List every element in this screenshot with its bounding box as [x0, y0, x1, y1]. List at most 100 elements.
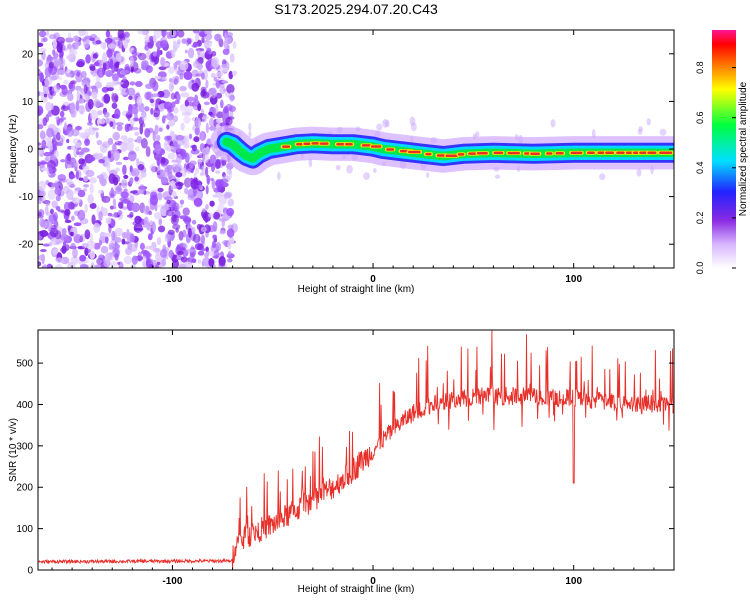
noise-blob [131, 49, 138, 57]
noise-blob [49, 208, 54, 214]
noise-blob [161, 258, 167, 267]
noise-blob [225, 32, 234, 37]
faint-blob [550, 119, 556, 128]
noise-blob [69, 102, 76, 112]
noise-blob [226, 228, 235, 238]
noise-blob [171, 190, 177, 198]
noise-blob [53, 149, 60, 158]
noise-blob [200, 248, 206, 252]
noise-blob [229, 94, 236, 101]
noise-blob [177, 250, 184, 255]
noise-blob [90, 262, 95, 268]
noise-blob [211, 56, 220, 68]
noise-blob [228, 116, 235, 120]
noise-blob [179, 60, 189, 71]
noise-blob [82, 188, 87, 192]
noise-blob [134, 176, 139, 182]
snr-ytick-label: 500 [16, 359, 33, 370]
noise-blob [160, 208, 167, 217]
noise-blob [39, 249, 47, 253]
noise-blob [220, 99, 224, 109]
noise-blob [187, 38, 192, 45]
noise-blob [48, 163, 55, 175]
noise-blob [87, 83, 91, 92]
faint-blob [363, 172, 370, 180]
noise-blob [150, 194, 159, 206]
noise-blob [77, 209, 86, 221]
snr-xtick-label: -100 [162, 576, 182, 587]
colorbar-tick-label: 0.6 [695, 111, 705, 124]
noise-blob [195, 33, 199, 42]
faint-blob [248, 122, 252, 132]
noise-blob [93, 242, 101, 250]
noise-blob [112, 73, 119, 82]
noise-blob [112, 37, 120, 41]
noise-blob [92, 40, 96, 45]
noise-blob [215, 111, 224, 119]
noise-blob [87, 193, 94, 204]
noise-blob [175, 171, 183, 178]
noise-blob [84, 30, 89, 37]
noise-blob [210, 72, 216, 78]
noise-blob [38, 180, 47, 192]
noise-blob [45, 201, 51, 207]
noise-blob [63, 201, 71, 212]
noise-blob [75, 142, 81, 149]
noise-blob [68, 82, 74, 90]
noise-blob [144, 91, 152, 101]
noise-blob [98, 211, 103, 222]
snr-axes: -100 0 100 0 100 200 300 400 500 [16, 330, 675, 587]
noise-blob [43, 151, 53, 157]
noise-blob [215, 71, 224, 78]
noise-blob [210, 162, 216, 173]
noise-blob [184, 261, 194, 268]
noise-blob [200, 130, 204, 142]
noise-blob [61, 104, 66, 110]
noise-blob [117, 39, 123, 49]
noise-blob [56, 131, 61, 141]
noise-blob [197, 103, 202, 112]
noise-blob [205, 122, 209, 134]
noise-blob [149, 35, 154, 42]
noise-blob [227, 198, 235, 207]
noise-blob [116, 184, 122, 192]
noise-blob [203, 252, 209, 258]
noise-blob [183, 142, 190, 149]
noise-blob [44, 156, 51, 162]
noise-blob [44, 205, 49, 216]
noise-blob [157, 164, 161, 174]
noise-blob [158, 66, 167, 71]
noise-blob [118, 201, 124, 209]
noise-blob [103, 232, 112, 238]
noise-blob [150, 107, 154, 115]
noise-blob [166, 124, 170, 130]
noise-blob [172, 40, 177, 46]
noise-blob [166, 199, 171, 205]
noise-blob [196, 63, 203, 71]
noise-blob [181, 167, 187, 178]
noise-blob [209, 154, 217, 165]
noise-blob [205, 166, 209, 178]
noise-blob [187, 47, 195, 59]
noise-blob [176, 144, 181, 153]
noise-blob [222, 48, 230, 56]
noise-blob [154, 124, 159, 136]
noise-blob [182, 229, 187, 238]
noise-blob [38, 59, 44, 67]
noise-blob [48, 61, 54, 69]
noise-blob [171, 48, 176, 59]
noise-blob [128, 243, 138, 253]
colorbar-tick-label: 0.4 [695, 162, 705, 175]
noise-blob [83, 175, 89, 182]
noise-blob [111, 92, 119, 103]
noise-blob [208, 126, 217, 131]
noise-blob [104, 70, 114, 77]
noise-blob [52, 248, 59, 255]
noise-blob [93, 152, 100, 159]
noise-blob [112, 150, 120, 161]
noise-blob [83, 39, 90, 49]
noise-blob [200, 226, 207, 232]
noise-blob [126, 87, 136, 96]
noise-blob [129, 118, 135, 127]
faint-blob [226, 167, 232, 176]
